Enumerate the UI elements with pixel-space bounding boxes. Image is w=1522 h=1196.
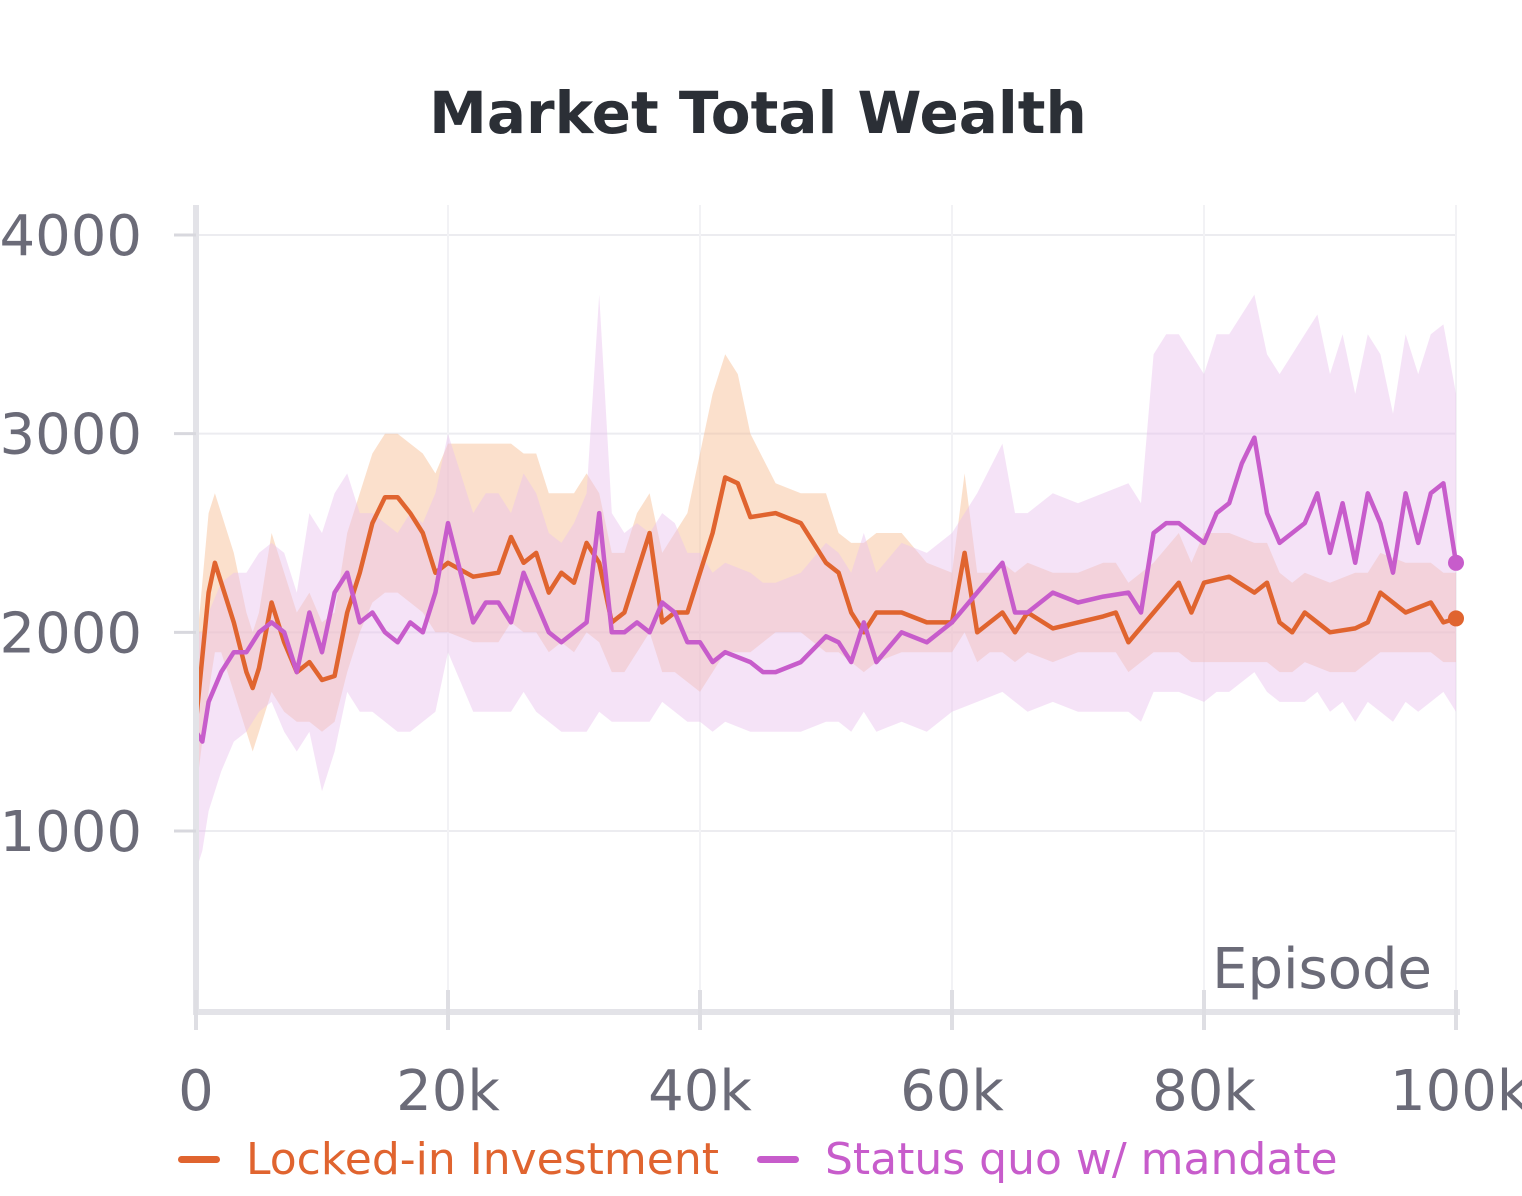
legend-label-locked-in: Locked-in Investment bbox=[246, 1134, 719, 1185]
x-tick-label: 80k bbox=[1152, 1059, 1256, 1124]
x-tick-label: 40k bbox=[648, 1059, 752, 1124]
x-axis-label: Episode bbox=[1212, 937, 1432, 1002]
band-locked-in bbox=[196, 354, 1456, 792]
y-tick-label: 3000 bbox=[0, 403, 142, 468]
series-bands bbox=[196, 294, 1456, 871]
y-tick-label: 1000 bbox=[0, 800, 142, 865]
x-tick-label: 60k bbox=[900, 1059, 1004, 1124]
series-lines bbox=[193, 435, 1464, 744]
y-tick-label: 4000 bbox=[0, 204, 142, 269]
chart-title: Market Total Wealth bbox=[429, 79, 1087, 147]
x-tick-label: 0 bbox=[178, 1059, 214, 1124]
series-line-locked-in[interactable] bbox=[193, 475, 1459, 724]
legend-swatch-status-quo bbox=[756, 1156, 799, 1163]
x-axis-ticks: 0 20k 40k 60k 80k 100k bbox=[178, 990, 1522, 1124]
y-axis-ticks: 1000 2000 3000 4000 bbox=[0, 204, 196, 865]
legend-swatch-locked-in bbox=[178, 1156, 220, 1163]
series-endpoint-status-quo[interactable] bbox=[1448, 554, 1464, 571]
x-tick-label: 20k bbox=[396, 1059, 500, 1124]
series-line-status-quo[interactable] bbox=[193, 435, 1459, 744]
x-tick-label: 100k bbox=[1390, 1059, 1522, 1124]
legend: Locked-in Investment Status quo w/ manda… bbox=[178, 1134, 1376, 1185]
series-endpoint-locked-in[interactable] bbox=[1448, 610, 1464, 627]
y-tick-label: 2000 bbox=[0, 601, 142, 666]
legend-label-status-quo: Status quo w/ mandate bbox=[824, 1134, 1338, 1185]
band-status-quo bbox=[196, 294, 1456, 871]
legend-item-locked-in[interactable]: Locked-in Investment bbox=[178, 1134, 719, 1185]
legend-item-status-quo[interactable]: Status quo w/ mandate bbox=[756, 1134, 1338, 1185]
